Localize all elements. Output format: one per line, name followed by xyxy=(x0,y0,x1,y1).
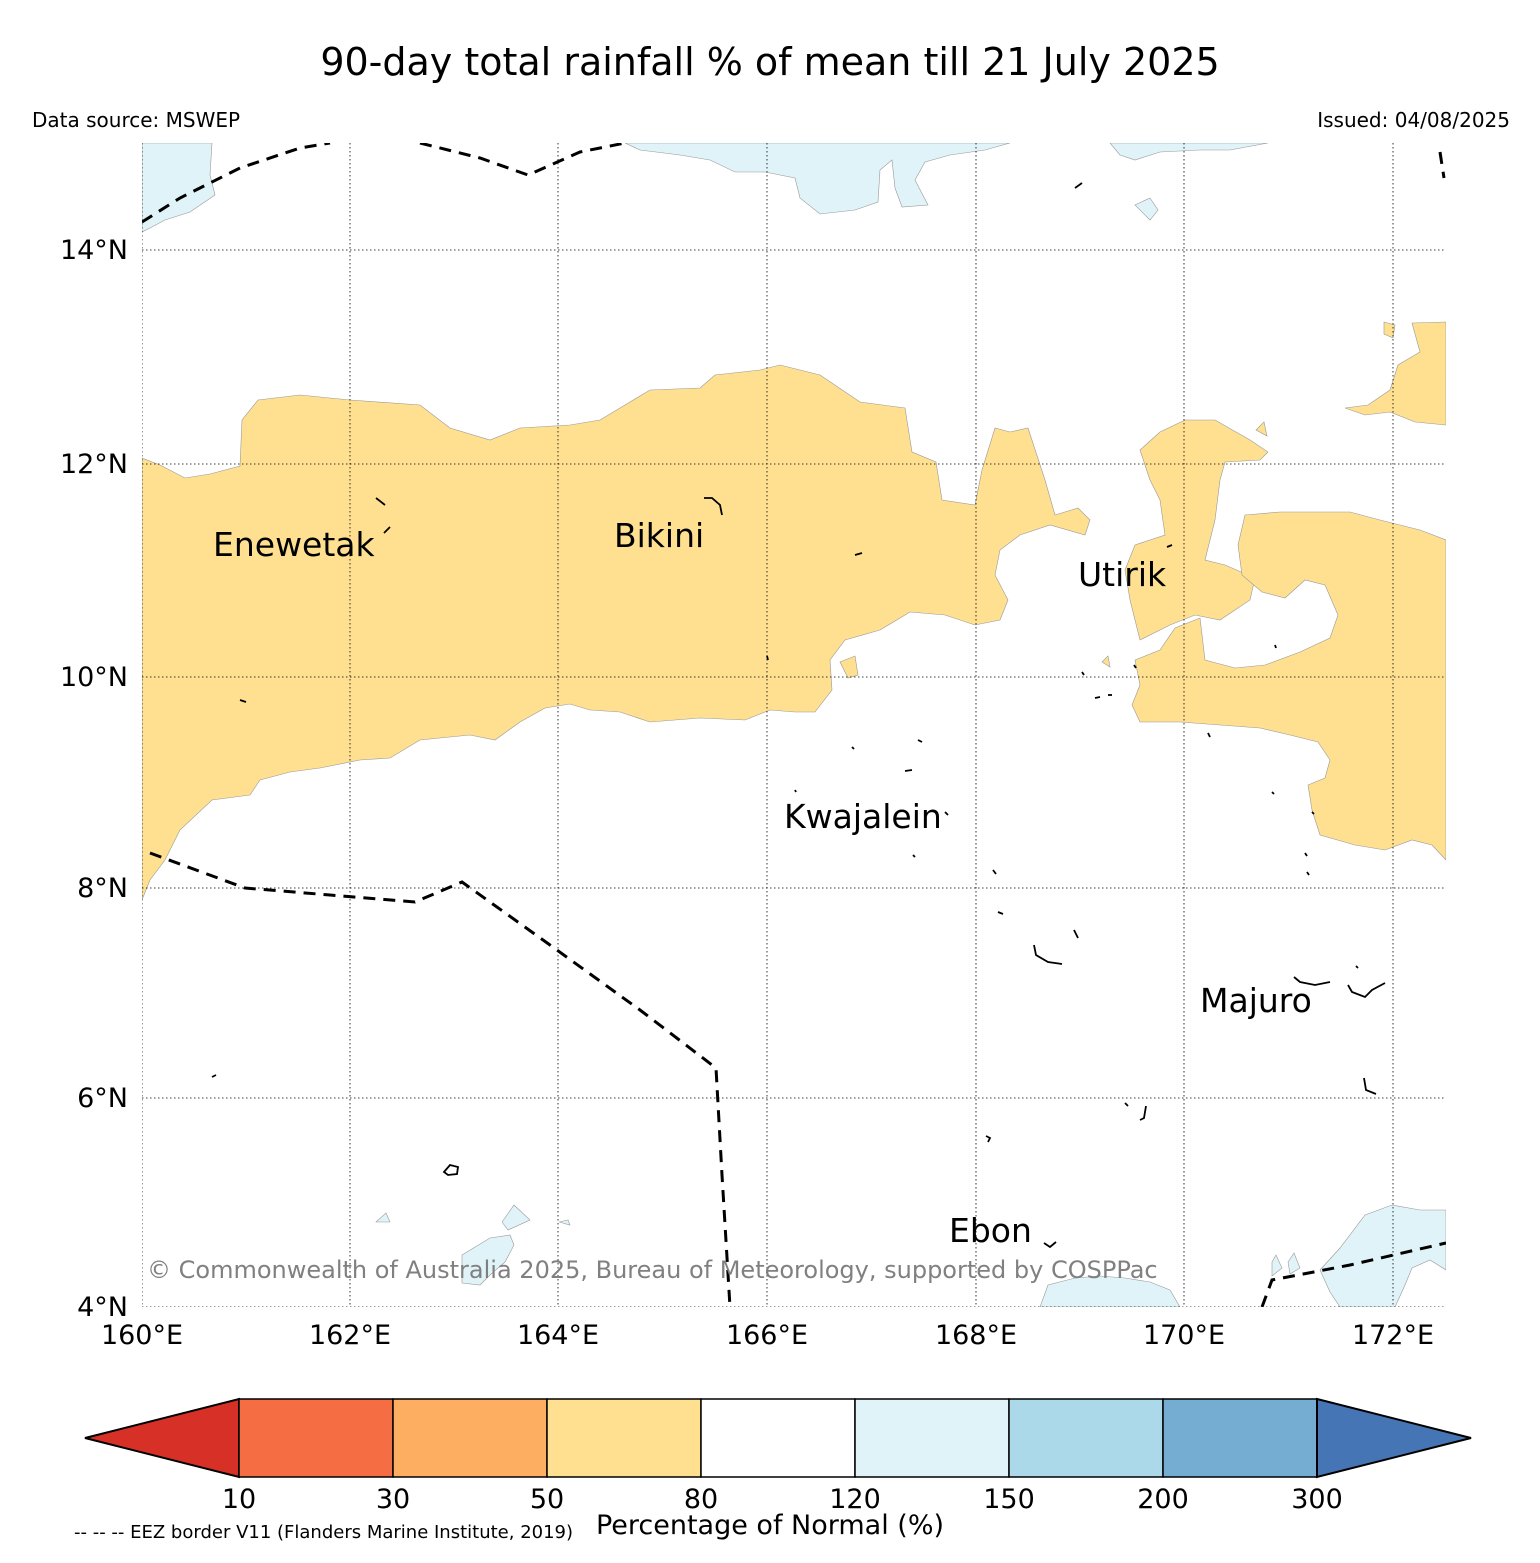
colorbar-segment-120-150 xyxy=(854,1398,1010,1478)
lon-label-162e: 162°E xyxy=(309,1320,391,1351)
lat-label-8n: 8°N xyxy=(77,873,128,904)
colorbar-tick-10: 10 xyxy=(222,1484,256,1515)
below-normal-islet-3 xyxy=(1101,655,1111,668)
above-normal-region-south xyxy=(1039,1275,1181,1307)
lon-label-164e: 164°E xyxy=(517,1320,599,1351)
lon-label-166e: 166°E xyxy=(726,1320,808,1351)
lat-label-4n: 4°N xyxy=(77,1292,128,1323)
colorbar-tick-300: 300 xyxy=(1291,1484,1343,1515)
place-label-utirik: Utirik xyxy=(1078,555,1167,594)
atoll-outlines xyxy=(211,182,1386,1249)
above-normal-islet-se-1 xyxy=(1271,1254,1283,1277)
gridlines xyxy=(142,143,1446,1307)
above-normal-islet-sw-3 xyxy=(558,1219,571,1226)
colorbar-tick-200: 200 xyxy=(1137,1484,1189,1515)
colorbar-tick-80: 80 xyxy=(684,1484,718,1515)
colorbar-label: Percentage of Normal (%) xyxy=(595,1510,945,1541)
place-label-enewetak: Enewetak xyxy=(213,525,376,564)
lon-label-160e: 160°E xyxy=(101,1320,183,1351)
copyright-notice: © Commonwealth of Australia 2025, Bureau… xyxy=(147,1256,1158,1284)
colorbar-segment-200-300 xyxy=(1162,1398,1318,1478)
colorbar-tick-50: 50 xyxy=(530,1484,564,1515)
data-source-label: Data source: MSWEP xyxy=(32,108,241,132)
colorbar-segment-30-50 xyxy=(392,1398,548,1478)
colorbar-tick-30: 30 xyxy=(376,1484,410,1515)
eez-footnote: -- -- -- EEZ border V11 (Flanders Marine… xyxy=(74,1522,574,1543)
above-normal-islet-sw-2 xyxy=(375,1212,391,1223)
above-normal-islet-se-2 xyxy=(1287,1252,1301,1275)
lon-label-168e: 168°E xyxy=(935,1320,1017,1351)
issued-date-label: Issued: 04/08/2025 xyxy=(1317,108,1510,132)
colorbar-segment-50-80 xyxy=(546,1398,702,1478)
colorbar-segment-below-10 xyxy=(84,1397,240,1479)
above-normal-region-north-2 xyxy=(1109,143,1269,161)
lat-label-14n: 14°N xyxy=(60,235,128,266)
colorbar-segment-150-200 xyxy=(1008,1398,1164,1478)
map-plot-area: Enewetak Bikini Utirik Kwajalein Majuro … xyxy=(142,143,1446,1307)
latitude-labels: 14°N 12°N 10°N 8°N 6°N 4°N xyxy=(60,235,128,1323)
lon-label-172e: 172°E xyxy=(1352,1320,1434,1351)
below-normal-region-northeast xyxy=(1344,321,1446,426)
map-title: 90-day total rainfall % of mean till 21 … xyxy=(320,40,1220,84)
colorbar-tick-150: 150 xyxy=(983,1484,1035,1515)
eez-borders xyxy=(142,143,1446,1307)
above-normal-islet-sw-1 xyxy=(501,1204,531,1231)
lat-label-10n: 10°N xyxy=(60,662,128,693)
above-normal-region-southwest xyxy=(461,1234,515,1286)
above-normal-region-north xyxy=(624,143,1011,215)
place-label-ebon: Ebon xyxy=(949,1211,1032,1250)
place-label-majuro: Majuro xyxy=(1200,981,1312,1020)
colorbar-segment-80-120 xyxy=(700,1398,856,1478)
below-normal-region-southeast xyxy=(1131,511,1446,861)
below-normal-islet-4 xyxy=(1255,421,1268,437)
place-label-bikini: Bikini xyxy=(614,516,704,555)
below-normal-islet-1 xyxy=(1383,321,1396,339)
longitude-labels: 160°E 162°E 164°E 166°E 168°E 170°E 172°… xyxy=(101,1320,1434,1351)
colorbar-tick-120: 120 xyxy=(829,1484,881,1515)
colorbar-segment-above-300 xyxy=(1316,1397,1472,1479)
lon-label-170e: 170°E xyxy=(1143,1320,1225,1351)
lat-label-6n: 6°N xyxy=(77,1083,128,1114)
place-labels: Enewetak Bikini Utirik Kwajalein Majuro … xyxy=(213,516,1312,1250)
colorbar: 10 30 50 80 120 150 200 300 xyxy=(84,1397,1472,1515)
below-normal-region-west xyxy=(142,364,1091,901)
place-label-kwajalein: Kwajalein xyxy=(784,797,942,836)
colorbar-segment-10-30 xyxy=(238,1398,394,1478)
lat-label-12n: 12°N xyxy=(60,449,128,480)
below-normal-islet-2 xyxy=(839,655,859,679)
above-normal-islet-north xyxy=(1134,197,1159,221)
